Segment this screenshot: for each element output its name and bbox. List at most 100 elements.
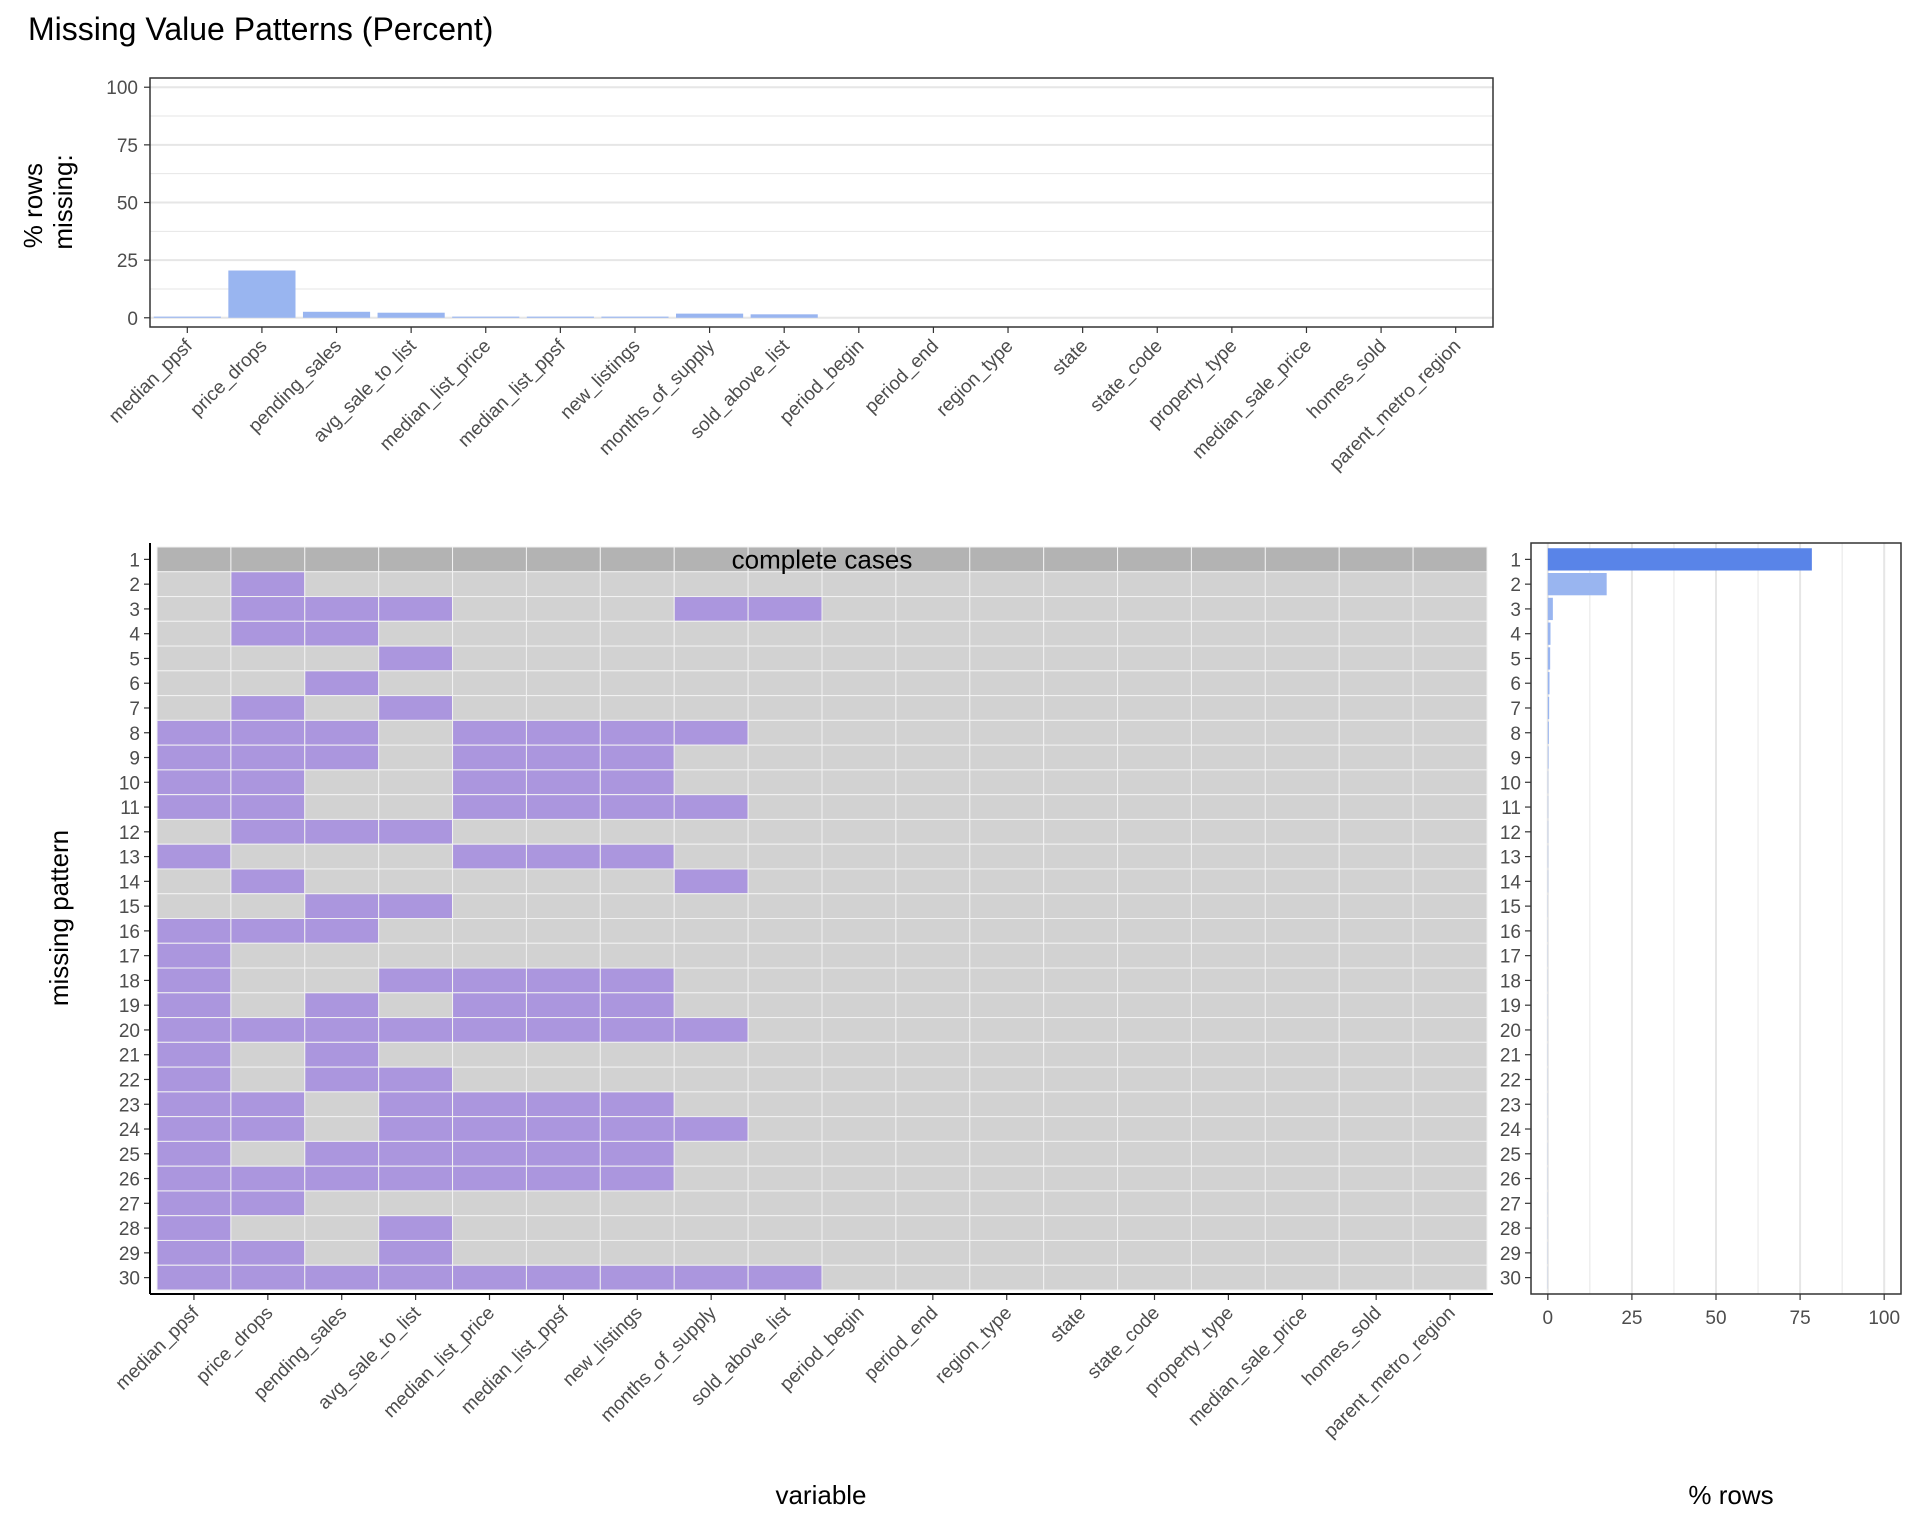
heatmap-cell [525,918,601,944]
top-x-tick-label: period_end [861,336,943,418]
heatmap-cell [230,1140,306,1167]
heatmap-cell [747,1017,823,1043]
heatmap-cell [969,744,1045,771]
heatmap-cell [156,695,232,721]
heatmap-cell [304,719,380,746]
heatmap-cell [1190,546,1266,573]
heatmap-cell [1338,645,1414,672]
heatmap-cell [304,596,380,622]
top-bar [452,316,520,318]
heatmap-cell [747,645,823,672]
heatmap-y-tick-label: 3 [129,600,140,621]
heatmap-cell [599,1116,675,1142]
heatmap-cell [969,1041,1045,1068]
heatmap-cell [821,967,897,994]
heatmap-cell [1190,695,1266,721]
heatmap-cell [747,769,823,796]
heatmap-cell [1338,1091,1414,1118]
heatmap-cell [1117,1140,1192,1167]
heatmap-cell [599,1091,675,1118]
heatmap-cell [1264,967,1340,994]
heatmap-cell [525,1264,601,1291]
heatmap-cell [747,1140,823,1167]
heatmap-cell [1264,893,1340,920]
heatmap-cell [895,695,971,721]
side-x-tick-label: 100 [1868,1308,1900,1329]
heatmap-cell [156,1116,232,1142]
heatmap-cell [156,719,232,746]
heatmap-cell [452,843,527,870]
heatmap-cell [747,843,823,870]
heatmap-cell [673,893,749,920]
heatmap-cell [895,1239,971,1266]
heatmap-cell [452,719,527,746]
heatmap-cell [673,918,749,944]
heatmap-cell [1338,695,1414,721]
side-y-tick-label: 28 [1500,1219,1521,1240]
heatmap-cell [969,942,1045,969]
heatmap-cell [1190,645,1266,672]
heatmap-cell [747,1066,823,1093]
heatmap-cell [1264,546,1340,573]
heatmap-cell [969,967,1045,994]
heatmap-cell [1190,620,1266,647]
top-x-tick-label: parent_metro_region [1326,336,1466,476]
heatmap-y-tick-label: 18 [119,971,140,992]
heatmap-cell [747,1116,823,1142]
heatmap-cell [1412,1066,1488,1093]
heatmap-cell [304,918,380,944]
heatmap-cell [525,571,601,598]
heatmap-cell [821,918,897,944]
heatmap-cell [1117,1017,1192,1043]
heatmap-cell [673,719,749,746]
heatmap-cell [304,670,380,697]
side-y-tick-label: 16 [1500,922,1521,943]
heatmap-cell [1190,992,1266,1019]
heatmap-cell [673,1017,749,1043]
heatmap-cell [747,794,823,820]
heatmap-cell [969,1066,1045,1093]
heatmap-cell [969,546,1045,573]
heatmap-cell [1338,596,1414,622]
heatmap-cell [747,1041,823,1068]
top-bar [153,316,221,318]
heatmap-cell [1117,794,1192,820]
heatmap-cell [821,670,897,697]
top-x-tick-label: median_ppsf [105,335,197,427]
heatmap-cell [304,1066,380,1093]
heatmap-cell [1190,769,1266,796]
heatmap-cell [673,942,749,969]
heatmap-cell [895,794,971,820]
heatmap-cell [452,744,527,771]
heatmap-cell [452,794,527,820]
heatmap-y-tick-label: 23 [119,1095,140,1116]
heatmap-cell [673,967,749,994]
side-y-tick-label: 14 [1500,872,1522,893]
heatmap-cell [1264,1116,1340,1142]
heatmap-cell [895,843,971,870]
heatmap-cell [1190,1165,1266,1192]
heatmap-cell [895,1190,971,1217]
heatmap-cell [673,1091,749,1118]
heatmap-cell [1338,1264,1414,1291]
heatmap-cell [747,695,823,721]
heatmap-cell [747,571,823,598]
side-y-tick-label: 23 [1500,1095,1521,1116]
heatmap-cell [1264,596,1340,622]
heatmap-cell [230,1165,306,1192]
heatmap-cell [378,918,454,944]
heatmap-cell [1338,744,1414,771]
heatmap-cell [230,918,306,944]
heatmap-cell [599,1041,675,1068]
heatmap-cell [378,1116,454,1142]
heatmap-cell [969,571,1045,598]
heatmap-cell [821,1017,897,1043]
heatmap-cell [1043,769,1119,796]
heatmap-cell [821,719,897,746]
heatmap-cell [821,546,897,573]
heatmap-cell [599,670,675,697]
heatmap-cell [1117,645,1192,672]
heatmap-cell [230,620,306,647]
heatmap-y-tick-label: 2 [129,575,140,596]
heatmap-cell [378,596,454,622]
